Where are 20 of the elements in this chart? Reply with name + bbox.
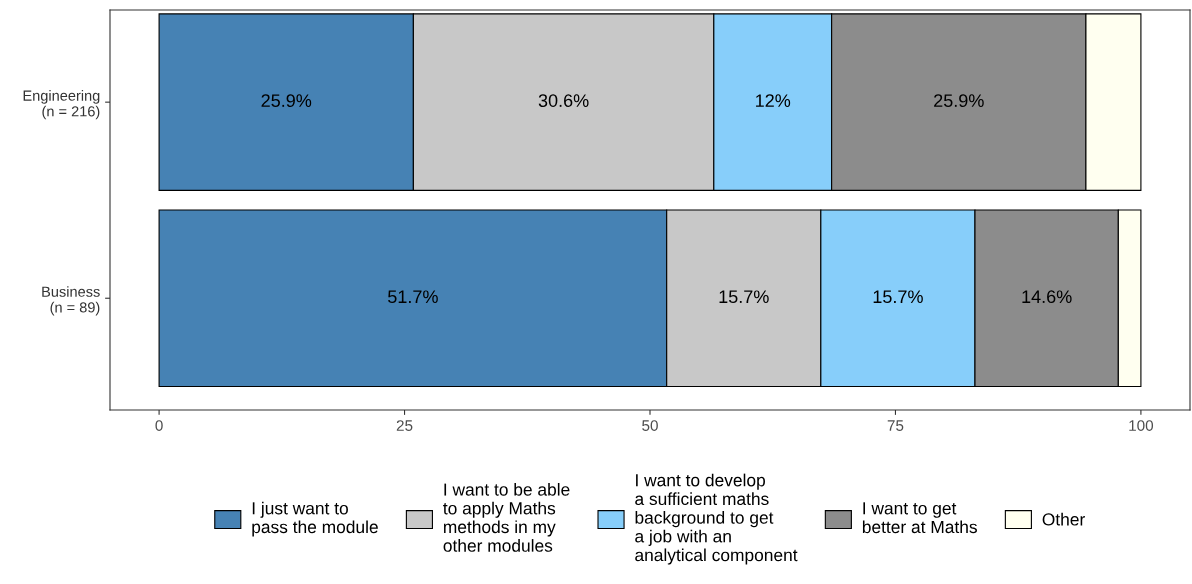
legend-label: I want to be able to apply Maths methods in my other modules xyxy=(443,482,570,552)
data-label: 12% xyxy=(756,94,791,107)
data-label: 25.9% xyxy=(934,94,984,107)
x-tick-label: 0 xyxy=(155,420,163,431)
data-label: 30.6% xyxy=(538,94,589,107)
data-label: 15.7% xyxy=(719,290,769,304)
legend-label: Other xyxy=(1042,512,1085,526)
y-tick-label: Business (n = 89) xyxy=(42,286,100,316)
data-label: 15.7% xyxy=(873,290,923,304)
x-tick-label: 75 xyxy=(887,420,904,431)
data-label: 25.9% xyxy=(261,94,312,107)
legend-label: I want to get better at Maths xyxy=(862,502,977,534)
data-label: 14.6% xyxy=(1022,290,1072,304)
y-tick-label: Engineering (n = 216) xyxy=(23,90,100,120)
x-tick-label: 50 xyxy=(642,420,658,431)
x-tick-label: 25 xyxy=(396,420,413,431)
x-tick-label: 100 xyxy=(1129,420,1154,431)
legend-label: I just want to pass the module xyxy=(252,501,378,537)
data-label: 51.7% xyxy=(388,290,438,304)
legend-label: I want to develop a sufficient maths background to get a job with an analytical component xyxy=(635,473,798,565)
